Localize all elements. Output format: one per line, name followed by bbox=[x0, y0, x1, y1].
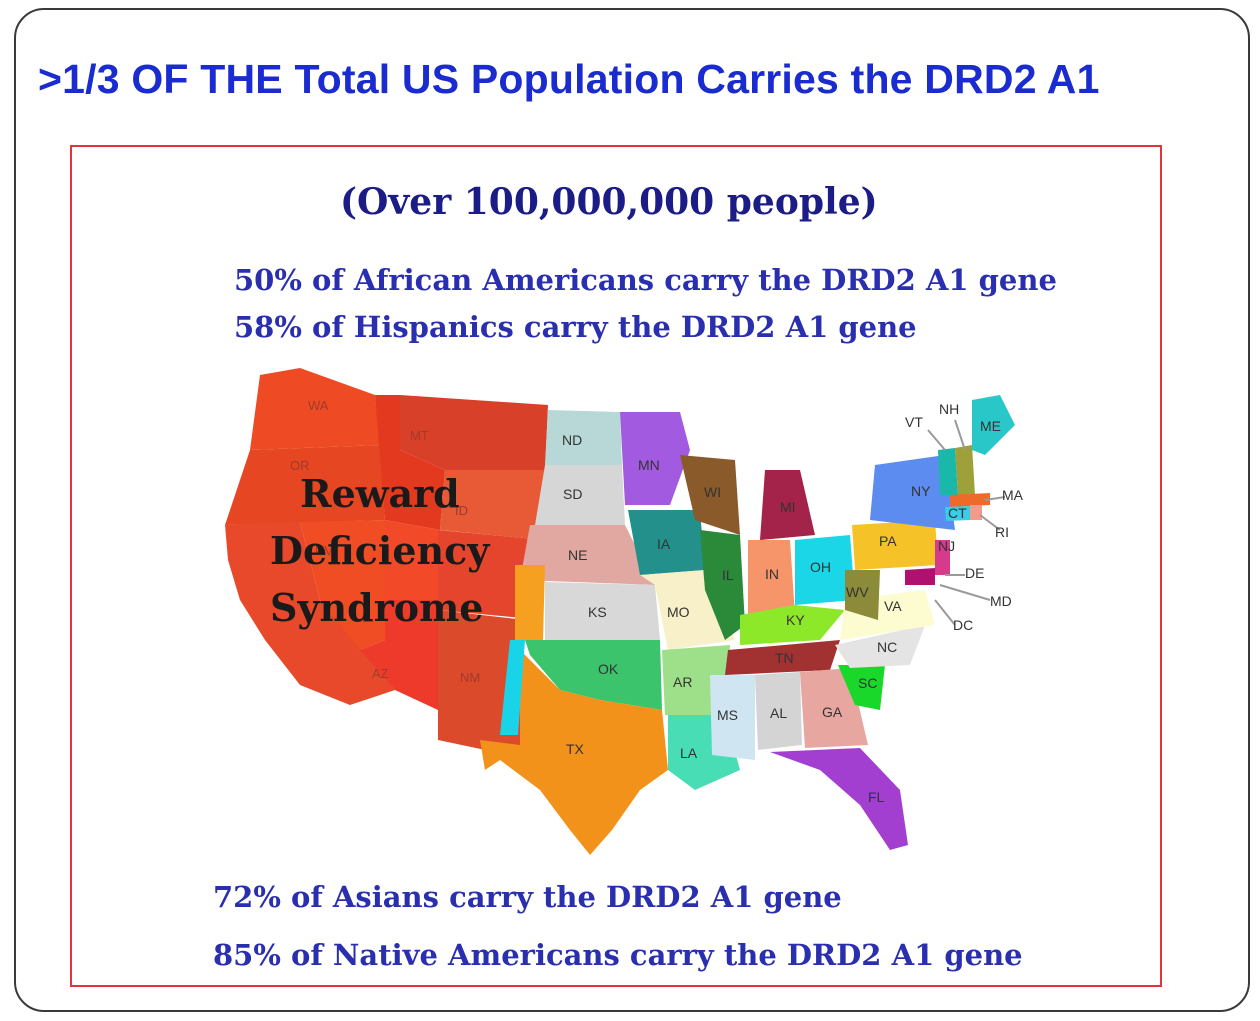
state-oh bbox=[795, 535, 855, 605]
state-md bbox=[905, 568, 935, 585]
label-ri: RI bbox=[995, 524, 1009, 540]
state-ne bbox=[520, 525, 655, 585]
state-nj bbox=[935, 540, 950, 575]
state-ks bbox=[545, 582, 660, 640]
label-ar: AR bbox=[673, 674, 692, 690]
state-tx bbox=[480, 650, 668, 855]
label-wi: WI bbox=[704, 484, 721, 500]
state-ct bbox=[945, 506, 970, 521]
label-ny: NY bbox=[911, 483, 931, 499]
rds-line-1: Reward bbox=[300, 471, 460, 516]
label-sd: SD bbox=[563, 486, 582, 502]
state-ia bbox=[628, 510, 705, 575]
stat-african-americans: 50% of African Americans carry the DRD2 … bbox=[234, 263, 1057, 297]
label-wv: WV bbox=[846, 584, 869, 600]
state-ky bbox=[740, 605, 845, 645]
label-mi: MI bbox=[780, 499, 796, 515]
state-ma bbox=[950, 493, 990, 507]
state-tn bbox=[725, 640, 840, 675]
label-me: ME bbox=[980, 418, 1001, 434]
state-in bbox=[748, 540, 795, 620]
rds-line-2: Deficiency bbox=[270, 528, 490, 573]
state-ny bbox=[870, 455, 955, 530]
label-ok: OK bbox=[598, 661, 619, 677]
state-sc bbox=[838, 665, 885, 710]
label-mo: MO bbox=[667, 604, 690, 620]
state-vt bbox=[938, 448, 958, 495]
state-ri bbox=[970, 505, 982, 520]
label-ms: MS bbox=[717, 707, 738, 723]
state-wa bbox=[250, 368, 380, 450]
state-sd bbox=[535, 465, 625, 525]
state-wi bbox=[680, 455, 740, 535]
label-de: DE bbox=[965, 565, 984, 581]
label-vt: VT bbox=[905, 414, 923, 430]
state-al bbox=[755, 672, 802, 750]
rds-line-3: Syndrome bbox=[270, 585, 483, 630]
label-fl: FL bbox=[868, 789, 885, 805]
label-pa: PA bbox=[879, 533, 897, 549]
state-pa bbox=[852, 520, 938, 570]
stat-asians: 72% of Asians carry the DRD2 A1 gene bbox=[213, 880, 842, 914]
label-ia: IA bbox=[657, 536, 671, 552]
state-or bbox=[225, 445, 385, 525]
label-la: LA bbox=[680, 745, 698, 761]
label-il: IL bbox=[722, 567, 734, 583]
state-ca bbox=[225, 522, 395, 705]
state-nc bbox=[835, 625, 925, 668]
label-or: OR bbox=[290, 458, 310, 473]
state-ms bbox=[710, 675, 755, 760]
label-ma: MA bbox=[1002, 487, 1024, 503]
label-dc: DC bbox=[953, 617, 973, 633]
population-subtitle: (Over 100,000,000 people) bbox=[340, 181, 878, 223]
label-az: AZ bbox=[372, 666, 389, 681]
label-ks: KS bbox=[588, 604, 607, 620]
label-ne: NE bbox=[568, 547, 587, 563]
state-mi bbox=[760, 470, 815, 540]
state-me bbox=[972, 395, 1015, 455]
callout-lines bbox=[927, 419, 1006, 626]
label-va: VA bbox=[884, 598, 902, 614]
state-co-strip bbox=[515, 565, 545, 640]
label-md: MD bbox=[990, 593, 1012, 609]
label-nj: NJ bbox=[938, 538, 955, 554]
label-oh: OH bbox=[810, 559, 831, 575]
state-nd bbox=[545, 410, 622, 465]
state-nv bbox=[300, 520, 385, 650]
western-states-group bbox=[225, 368, 548, 752]
state-az bbox=[360, 600, 438, 710]
state-nh bbox=[955, 445, 975, 495]
label-tn: TN bbox=[775, 650, 794, 666]
label-mt: MT bbox=[410, 428, 429, 443]
state-fl bbox=[770, 748, 908, 850]
label-nd: ND bbox=[562, 432, 582, 448]
label-nv: NV bbox=[315, 543, 333, 558]
state-ok bbox=[525, 640, 662, 710]
state-il bbox=[700, 530, 745, 640]
label-tx: TX bbox=[566, 741, 585, 757]
label-ky: KY bbox=[786, 612, 805, 628]
state-ut bbox=[385, 520, 440, 600]
state-wy bbox=[440, 470, 545, 540]
stat-native-americans: 85% of Native Americans carry the DRD2 A… bbox=[213, 938, 1023, 972]
state-id bbox=[375, 395, 445, 530]
label-id: ID bbox=[455, 503, 468, 518]
label-al: AL bbox=[770, 705, 787, 721]
label-ga: GA bbox=[822, 704, 843, 720]
state-mn bbox=[620, 412, 690, 505]
label-nm: NM bbox=[460, 670, 480, 685]
state-nm-strip bbox=[500, 640, 525, 735]
slide-title: >1/3 OF THE Total US Population Carries … bbox=[38, 56, 1100, 102]
label-nh: NH bbox=[939, 401, 959, 417]
label-ct: CT bbox=[948, 505, 967, 521]
label-wa: WA bbox=[308, 398, 329, 413]
state-mt bbox=[400, 395, 548, 470]
label-sc: SC bbox=[858, 675, 877, 691]
label-in: IN bbox=[765, 566, 779, 582]
label-nc: NC bbox=[877, 639, 897, 655]
stat-hispanics: 58% of Hispanics carry the DRD2 A1 gene bbox=[234, 310, 917, 344]
label-mn: MN bbox=[638, 457, 660, 473]
state-wv bbox=[845, 570, 880, 620]
